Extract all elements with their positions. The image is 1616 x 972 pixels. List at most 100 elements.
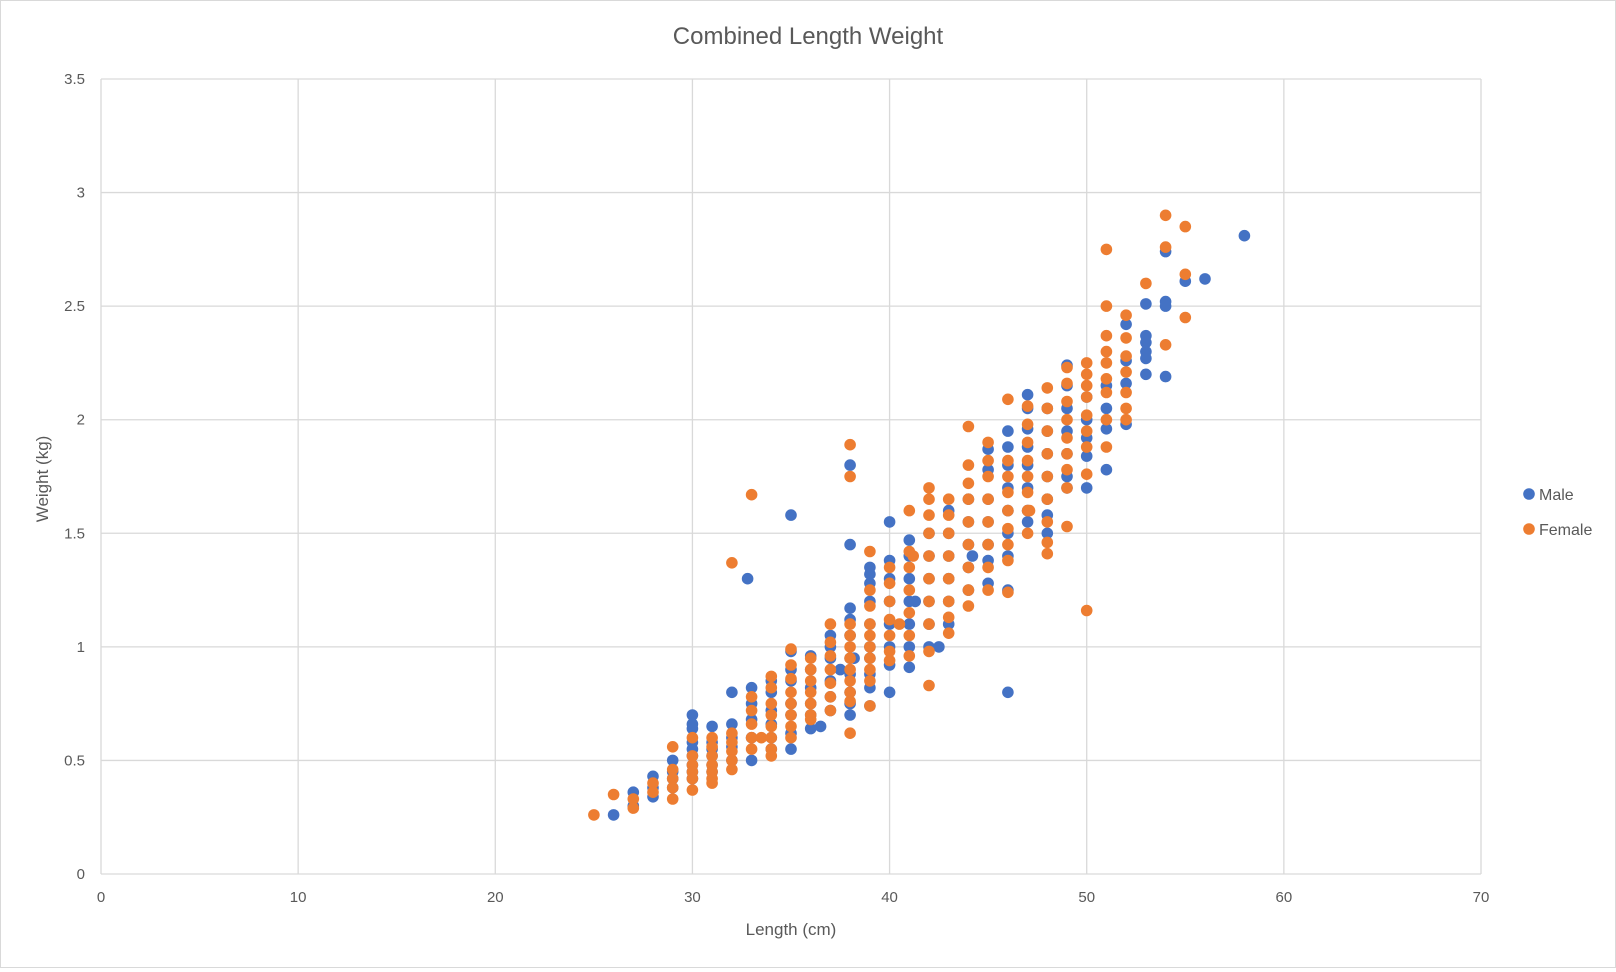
male-data-point [883, 686, 896, 699]
female-data-point [982, 561, 994, 574]
female-data-point [666, 772, 679, 785]
female-data-point [1080, 379, 1093, 392]
female-data-point [745, 704, 758, 717]
female-data-point [1041, 493, 1054, 506]
female-data-point [1002, 554, 1014, 567]
female-data-point [1080, 441, 1093, 453]
female-data-point [923, 493, 935, 506]
female-data-point [785, 672, 797, 685]
y-tick-label: 1 [77, 639, 85, 656]
female-data-point [893, 618, 906, 630]
female-data-point [745, 743, 758, 755]
male-data-point [1120, 377, 1132, 390]
female-data-point [1080, 425, 1093, 437]
female-data-point [745, 718, 758, 730]
male-data-point [1021, 388, 1034, 401]
female-data-point [962, 584, 975, 596]
x-tick-label: 40 [881, 889, 898, 906]
male-data-point [1159, 300, 1172, 312]
female-data-point [1179, 220, 1192, 233]
male-data-point [1021, 516, 1034, 528]
female-data-point [1041, 402, 1054, 415]
female-data-point [824, 704, 837, 717]
male-data-point [1140, 336, 1152, 349]
female-data-point [844, 675, 856, 687]
female-data-point [962, 459, 975, 471]
female-data-point [1120, 309, 1132, 322]
female-data-point [726, 557, 738, 569]
female-data-point [1021, 454, 1034, 467]
y-tick-label: 1.5 [64, 525, 85, 542]
female-data-point [686, 784, 699, 796]
female-data-point [824, 663, 837, 676]
female-data-point [745, 488, 758, 501]
male-data-point [1120, 318, 1132, 331]
female-data-point [1100, 329, 1113, 342]
y-tick-label: 3.5 [64, 71, 85, 88]
female-data-point [726, 727, 738, 739]
female-data-point [1041, 425, 1054, 437]
male-data-point [1140, 368, 1152, 381]
female-data-point [844, 727, 856, 739]
female-data-point [1100, 373, 1113, 385]
female-data-point [903, 504, 916, 517]
female-data-point [883, 613, 896, 626]
female-data-point [1140, 277, 1152, 290]
female-data-point [765, 731, 778, 744]
female-data-point [844, 629, 856, 642]
female-data-point [1002, 454, 1014, 467]
x-tick-label: 60 [1276, 889, 1293, 906]
female-data-point [1021, 418, 1034, 431]
female-data-point [923, 679, 935, 692]
legend: Male Female [1523, 487, 1592, 539]
female-data-point [1041, 547, 1054, 560]
series-male [607, 229, 1251, 821]
female-data-point [804, 686, 817, 699]
female-data-point [844, 470, 856, 483]
male-data-point [607, 809, 620, 821]
female-data-point [1159, 339, 1172, 351]
female-data-point [1002, 393, 1014, 406]
female-data-point [864, 700, 876, 712]
legend-label-male: Male [1539, 487, 1574, 504]
x-tick-label: 70 [1473, 889, 1490, 906]
female-data-point [726, 754, 738, 767]
female-data-point [785, 720, 797, 733]
male-data-point [785, 509, 797, 521]
male-data-point [903, 572, 916, 585]
male-data-point [1140, 352, 1152, 365]
female-data-point [1120, 386, 1132, 399]
female-data-point [962, 600, 975, 612]
female-data-point [903, 629, 916, 642]
male-data-point [1159, 370, 1172, 383]
male-data-point [1100, 463, 1113, 476]
female-data-point [962, 538, 975, 551]
female-data-point [804, 675, 817, 687]
male-data-point [844, 602, 856, 614]
female-data-point [1080, 468, 1093, 481]
female-data-point [745, 691, 758, 703]
female-data-point [962, 477, 975, 490]
female-data-point [686, 731, 699, 744]
female-data-point [942, 527, 955, 540]
male-data-point [745, 754, 758, 767]
female-data-point [942, 627, 955, 639]
female-data-point [1002, 586, 1014, 599]
female-data-point [864, 663, 876, 676]
data-points [588, 209, 1251, 821]
female-data-point [1021, 436, 1034, 449]
male-data-point [745, 681, 758, 694]
female-data-point [942, 509, 955, 521]
male-data-point [1041, 527, 1054, 540]
male-data-point [844, 709, 856, 721]
female-data-point [942, 595, 955, 608]
female-data-point [982, 493, 994, 506]
female-data-point [588, 809, 600, 821]
female-data-point [647, 786, 659, 798]
x-tick-label: 30 [684, 889, 701, 906]
female-data-point [1159, 209, 1172, 222]
female-data-point [1002, 504, 1014, 517]
female-data-point [1021, 527, 1034, 540]
male-data-point [686, 722, 699, 735]
